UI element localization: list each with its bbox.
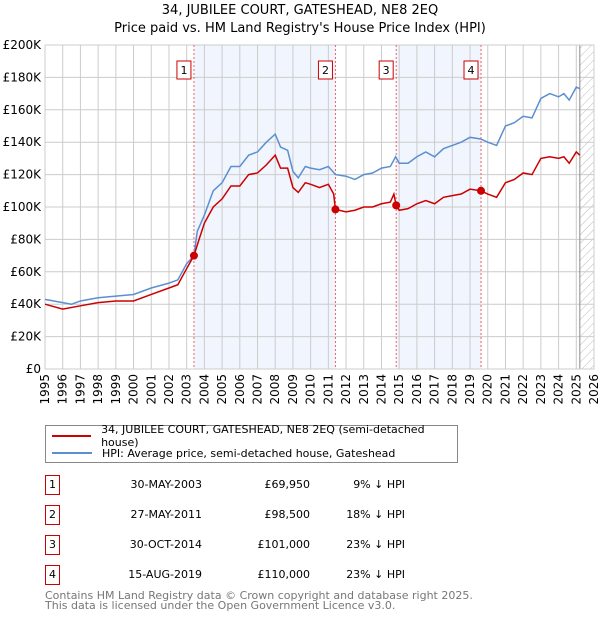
x-tick-label: 2021	[498, 374, 512, 405]
sale-point	[392, 201, 401, 210]
x-tick-label: 1998	[91, 374, 105, 405]
transaction-number: 4	[45, 565, 60, 585]
sale-point	[477, 186, 486, 195]
sale-label: 1	[176, 60, 192, 80]
transaction-row: 1 30-MAY-2003 £69,950 9% ↓ HPI	[45, 475, 465, 495]
transaction-number: 2	[45, 505, 60, 525]
x-tick-label: 2012	[339, 374, 353, 405]
legend-swatch-red	[52, 435, 92, 437]
x-tick-label: 2005	[215, 374, 229, 405]
legend: 34, JUBILEE COURT, GATESHEAD, NE8 2EQ (s…	[45, 423, 458, 463]
legend-label: HPI: Average price, semi-detached house,…	[102, 446, 396, 460]
hpi-line	[44, 86, 581, 305]
plot-frame	[44, 44, 595, 370]
y-tick-label: £120K	[3, 168, 43, 182]
x-tick-label: 2015	[392, 374, 406, 405]
x-tick-label: 2013	[357, 374, 371, 405]
transaction-row: 4 15-AUG-2019 £110,000 23% ↓ HPI	[45, 565, 465, 585]
sale-point	[189, 251, 198, 260]
transaction-hpi-diff: 18% ↓ HPI	[346, 508, 405, 521]
sale-label-box	[463, 60, 479, 80]
sale-label-number: 3	[383, 64, 390, 77]
sale-label: 4	[463, 60, 479, 80]
transaction-hpi-diff: 9% ↓ HPI	[353, 478, 405, 491]
x-tick-label: 2022	[516, 374, 530, 405]
transaction-price: £98,500	[264, 508, 311, 521]
x-tick-label: 2025	[569, 374, 583, 405]
x-tick-label: 2010	[304, 374, 318, 405]
y-tick-label: £200K	[3, 38, 43, 52]
sale-label: 3	[378, 60, 394, 80]
x-tick-label: 2020	[481, 374, 495, 405]
x-tick-label: 1995	[38, 374, 52, 405]
legend-swatch-blue	[52, 452, 92, 454]
chart-subtitle: Price paid vs. HM Land Registry's House …	[114, 21, 486, 36]
transaction-date: 15-AUG-2019	[128, 568, 202, 581]
x-tick-label: 2003	[180, 374, 194, 405]
sale-point	[331, 205, 340, 214]
legend-item-hpi: HPI: Average price, semi-detached house,…	[52, 445, 395, 461]
transaction-hpi-diff: 23% ↓ HPI	[346, 538, 405, 551]
x-tick-label: 2018	[445, 374, 459, 405]
x-tick-label: 2016	[410, 374, 424, 405]
y-tick-label: £40K	[10, 297, 42, 311]
x-tick-label: 2017	[428, 374, 442, 405]
transaction-row: 2 27-MAY-2011 £98,500 18% ↓ HPI	[45, 505, 465, 525]
x-tick-label: 1999	[109, 374, 123, 405]
x-tick-label: 2008	[268, 374, 282, 405]
transaction-date: 27-MAY-2011	[130, 508, 202, 521]
y-tick-label: £180K	[3, 70, 43, 84]
sale-label-box	[176, 60, 192, 80]
y-tick-label: £0	[26, 362, 41, 376]
x-tick-label: 2024	[552, 374, 566, 405]
footer-line1: Contains HM Land Registry data © Crown c…	[45, 589, 473, 602]
sale-label-number: 4	[468, 64, 475, 77]
x-tick-label: 1997	[73, 374, 87, 405]
transaction-date: 30-MAY-2003	[130, 478, 202, 491]
transaction-hpi-diff: 23% ↓ HPI	[346, 568, 405, 581]
footer-line2: This data is licensed under the Open Gov…	[45, 599, 396, 612]
x-tick-label: 2007	[251, 374, 265, 405]
legend-item-property: 34, JUBILEE COURT, GATESHEAD, NE8 2EQ (s…	[52, 423, 457, 449]
sale-label: 2	[317, 60, 333, 80]
x-tick-label: 2000	[127, 374, 141, 405]
line-chart: £0 £20K £40K £60K £80K £100K £120K £140K £160K £1…	[3, 38, 600, 405]
x-tick-label: 2026	[587, 374, 600, 405]
x-tick-label: 2002	[162, 374, 176, 405]
chart-title: 34, JUBILEE COURT, GATESHEAD, NE8 2EQ	[161, 3, 439, 18]
x-tick-label: 2009	[286, 374, 300, 405]
transaction-price: £110,000	[257, 568, 311, 581]
x-tick-label: 2019	[463, 374, 477, 405]
x-tick-label: 2023	[534, 374, 548, 405]
legend-label: 34, JUBILEE COURT, GATESHEAD, NE8 2EQ (s…	[101, 423, 425, 449]
y-tick-label: £100K	[3, 200, 43, 214]
y-tick-label: £140K	[3, 135, 43, 149]
sale-label-box	[378, 60, 394, 80]
y-tick-label: £80K	[10, 232, 42, 246]
transaction-price: £101,000	[257, 538, 311, 551]
y-tick-label: £20K	[10, 330, 42, 344]
x-tick-label: 2001	[144, 374, 158, 405]
y-tick-label: £160K	[3, 103, 43, 117]
sale-label-number: 1	[180, 64, 187, 77]
transaction-row: 3 30-OCT-2014 £101,000 23% ↓ HPI	[45, 535, 465, 555]
x-tick-label: 2011	[321, 374, 335, 405]
transaction-number: 1	[45, 475, 60, 495]
x-tick-label: 2014	[374, 374, 388, 405]
x-tick-label: 2006	[233, 374, 247, 405]
x-tick-label: 2004	[197, 374, 211, 405]
y-tick-label: £60K	[10, 265, 42, 279]
sale-label-box	[317, 60, 333, 80]
x-tick-label: 1996	[56, 374, 70, 405]
transaction-price: £69,950	[264, 478, 311, 491]
sale-label-number: 2	[322, 64, 329, 77]
transaction-date: 30-OCT-2014	[129, 538, 202, 551]
transaction-number: 3	[45, 535, 60, 555]
